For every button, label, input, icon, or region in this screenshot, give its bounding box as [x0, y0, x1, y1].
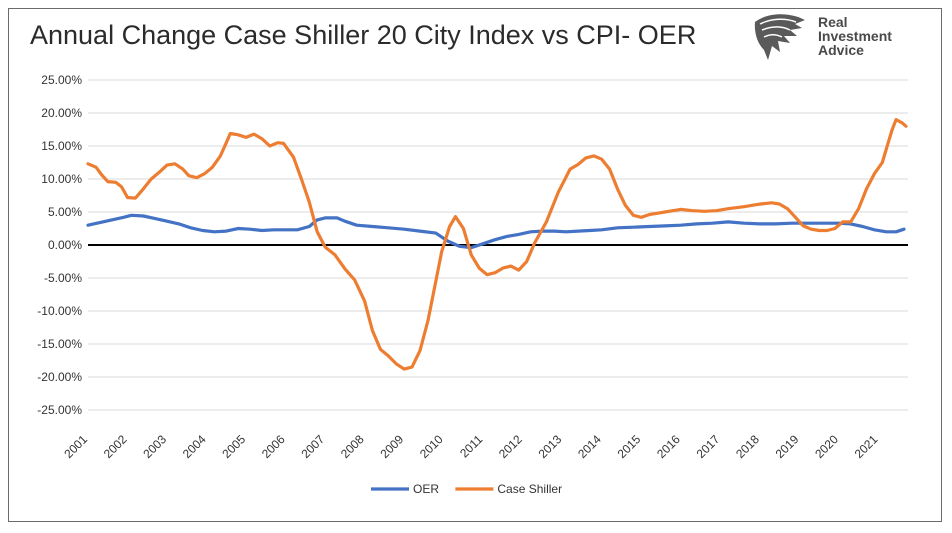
x-tick-label: 2011 [457, 432, 485, 460]
x-tick-label: 2008 [338, 432, 367, 461]
y-tick-label: 5.00% [48, 205, 82, 219]
brand-logo-line3: Advice [818, 42, 864, 58]
x-tick-label: 2009 [377, 432, 406, 461]
chart-frame [8, 8, 942, 522]
x-tick-label: 2005 [219, 432, 248, 461]
y-tick-label: 0.00% [48, 238, 82, 252]
x-tick-label: 2019 [773, 432, 802, 461]
chart-title: Annual Change Case Shiller 20 City Index… [30, 20, 697, 50]
x-tick-label: 2015 [615, 432, 644, 461]
brand-logo-line2: Investment [818, 28, 892, 44]
series-line-case-shiller [86, 118, 908, 371]
x-tick-label: 2004 [180, 432, 209, 461]
x-tick-label: 2021 [852, 432, 881, 461]
x-tick-label: 2018 [733, 432, 762, 461]
x-tick-label: 2020 [812, 432, 841, 461]
y-tick-label: 25.00% [41, 73, 82, 87]
y-axis-labels: 25.00% 20.00% 15.00% 10.00% 5.00% 0.00% -5.00%… [37, 73, 82, 417]
x-tick-label: 2016 [654, 432, 683, 461]
y-tick-label: -25.00% [37, 403, 82, 417]
x-tick-label: 2003 [140, 432, 169, 461]
brand-logo: Real Investment Advice [750, 10, 930, 66]
y-tick-label: 10.00% [41, 172, 82, 186]
brand-logo-text: Real Investment Advice [818, 15, 892, 57]
x-tick-label: 2006 [259, 432, 288, 461]
eagle-head-icon [754, 14, 805, 61]
y-tick-label: 15.00% [41, 139, 82, 153]
x-tick-label: 2010 [417, 432, 446, 461]
legend-label-case-shiller: Case Shiller [497, 482, 562, 496]
series-line-oer [86, 213, 906, 250]
y-tick-label: -5.00% [44, 271, 82, 285]
y-tick-label: -15.00% [37, 337, 82, 351]
legend-label-oer: OER [413, 482, 439, 496]
x-tick-label: 2012 [496, 432, 525, 461]
x-tick-label: 2017 [694, 432, 723, 461]
x-tick-label: 2013 [536, 432, 565, 461]
legend: OER Case Shiller [371, 482, 562, 496]
series-lines [86, 118, 908, 371]
x-tick-label: 2001 [61, 432, 90, 461]
x-tick-label: 2007 [298, 432, 327, 461]
y-tick-label: -20.00% [37, 370, 82, 384]
x-tick-label: 2014 [575, 432, 604, 461]
y-tick-label: -10.00% [37, 304, 82, 318]
brand-logo-line1: Real [818, 14, 848, 30]
x-axis-labels: 2001 2002 2003 2004 2005 2006 2007 2008 2009 2010… [61, 432, 880, 461]
x-tick-label: 2002 [101, 432, 130, 461]
y-tick-label: 20.00% [41, 106, 82, 120]
